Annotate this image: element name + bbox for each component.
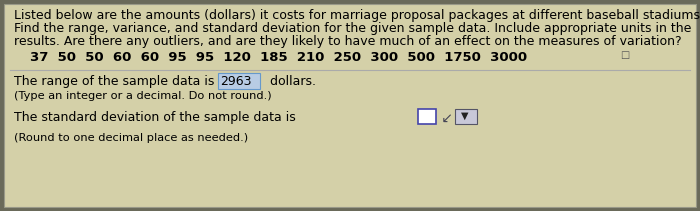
Text: 2963: 2963 xyxy=(220,75,251,88)
Text: 37  50  50  60  60  95  95  120  185  210  250  300  500  1750  3000: 37 50 50 60 60 95 95 120 185 210 250 300… xyxy=(30,51,527,64)
Bar xyxy=(455,109,477,124)
Text: □: □ xyxy=(620,50,629,60)
Bar xyxy=(218,73,260,89)
Text: The range of the sample data is: The range of the sample data is xyxy=(14,75,218,88)
Text: Find the range, variance, and standard deviation for the given sample data. Incl: Find the range, variance, and standard d… xyxy=(14,22,692,35)
Text: dollars.: dollars. xyxy=(262,75,316,88)
Text: (Type an integer or a decimal. Do not round.): (Type an integer or a decimal. Do not ro… xyxy=(14,91,272,101)
Text: results. Are there any outliers, and are they likely to have much of an effect o: results. Are there any outliers, and are… xyxy=(14,35,682,48)
Text: (Round to one decimal place as needed.): (Round to one decimal place as needed.) xyxy=(14,133,248,143)
Text: Listed below are the amounts (dollars) it costs for marriage proposal packages a: Listed below are the amounts (dollars) i… xyxy=(14,9,700,22)
Bar xyxy=(418,109,436,124)
Text: The standard deviation of the sample data is: The standard deviation of the sample dat… xyxy=(14,111,295,124)
Text: ▼: ▼ xyxy=(461,111,468,121)
Text: ↗: ↗ xyxy=(438,110,449,124)
